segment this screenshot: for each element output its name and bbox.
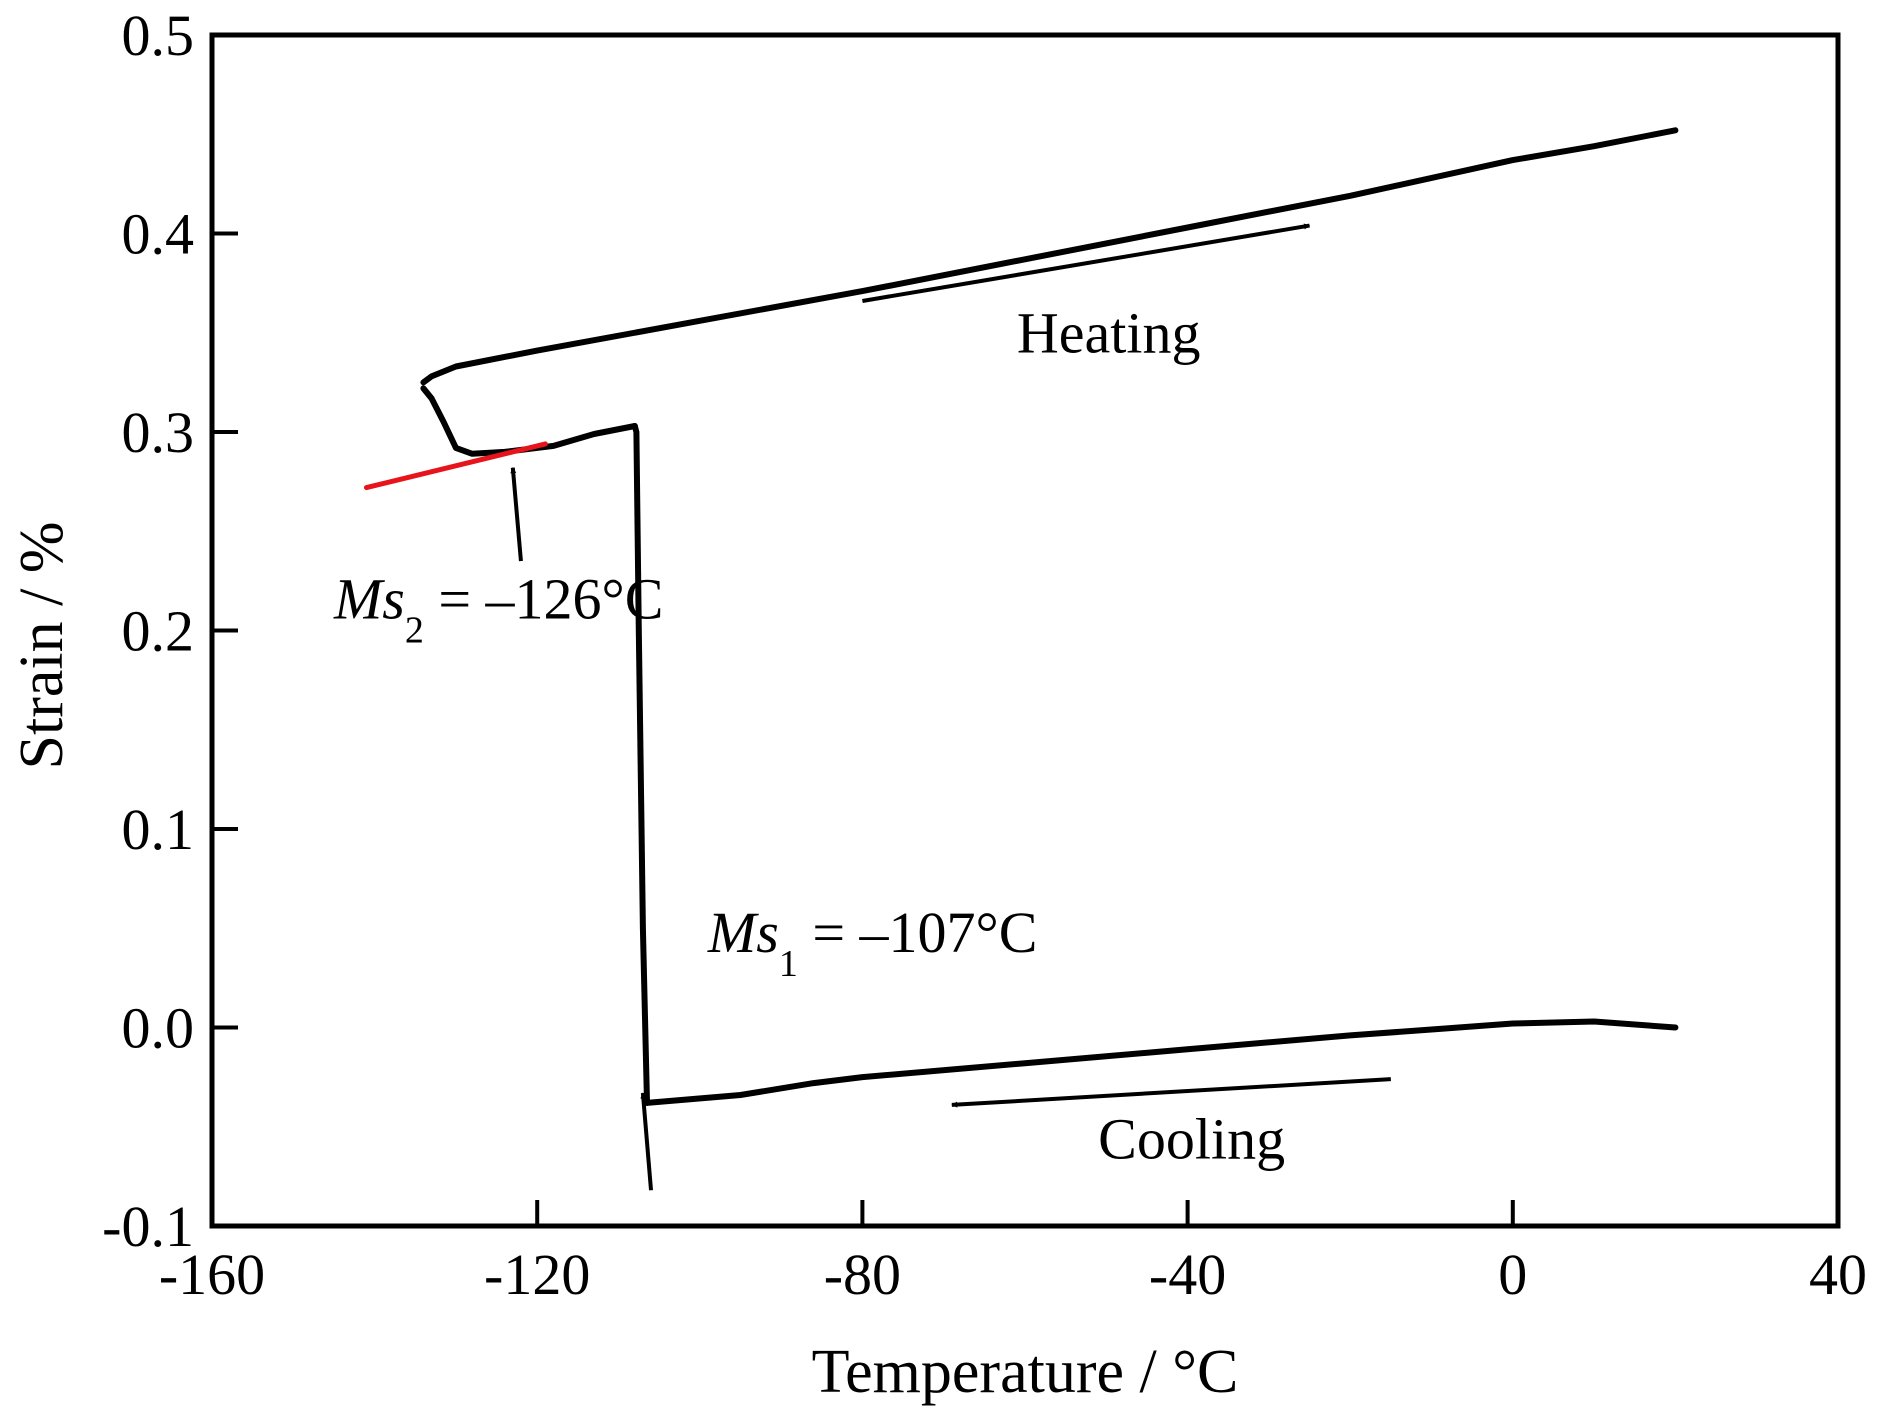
- annotation-ms-subscript: 2: [405, 610, 424, 652]
- series-heating: [420, 127, 1679, 386]
- x-axis-title: Temperature / °C: [812, 1338, 1239, 1406]
- x-tick-label: 40: [1809, 1242, 1867, 1307]
- y-tick-label: 0.4: [122, 202, 195, 267]
- annotation-ms-symbol: Ms: [333, 567, 405, 632]
- annotation-ms1: Ms1 = –107°C: [707, 900, 1037, 985]
- y-tick-label: 0.1: [122, 797, 195, 862]
- x-tick-label: -120: [484, 1242, 590, 1307]
- annotation-ms-value: = –107°C: [798, 900, 1038, 965]
- x-tick-label: 0: [1498, 1242, 1527, 1307]
- series-cooling: [644, 1018, 1679, 1106]
- series-transformation-ms1: [631, 423, 650, 1106]
- series-layer: [363, 127, 1679, 1106]
- x-tick-label: -40: [1149, 1242, 1226, 1307]
- y-tick-label: 0.3: [122, 400, 195, 465]
- annotation-ms2: Ms2 = –126°C: [333, 567, 663, 652]
- annotation-cooling: Cooling: [1098, 1107, 1285, 1172]
- x-tick-label: -80: [824, 1242, 901, 1307]
- annotation-arrow: [510, 467, 523, 562]
- annotation-arrow: [862, 223, 1311, 303]
- y-tick-label: 0.5: [122, 3, 195, 68]
- annotation-ms-symbol: Ms: [707, 900, 779, 965]
- series-transformation-ms2: [420, 385, 638, 457]
- ms2-tangent-line: [363, 441, 548, 491]
- annotation-arrow: [640, 1092, 654, 1191]
- y-tick-label: 0.2: [122, 599, 195, 664]
- annotation-ms-subscript: 1: [779, 943, 798, 985]
- axis-ticks: -160 -120 -80 -40 0 40 -0.1 0.0 0.1 0.2 0.3 0.4 0.5: [102, 3, 1867, 1307]
- annotation-arrow: [951, 1077, 1391, 1108]
- annotation-ms-value: = –126°C: [424, 567, 664, 632]
- y-axis-title: Strain / %: [8, 522, 76, 770]
- y-tick-label: -0.1: [102, 1194, 194, 1259]
- annotation-heating: Heating: [1017, 301, 1201, 366]
- y-tick-label: 0.0: [122, 996, 195, 1061]
- x-tick-label: -160: [159, 1242, 265, 1307]
